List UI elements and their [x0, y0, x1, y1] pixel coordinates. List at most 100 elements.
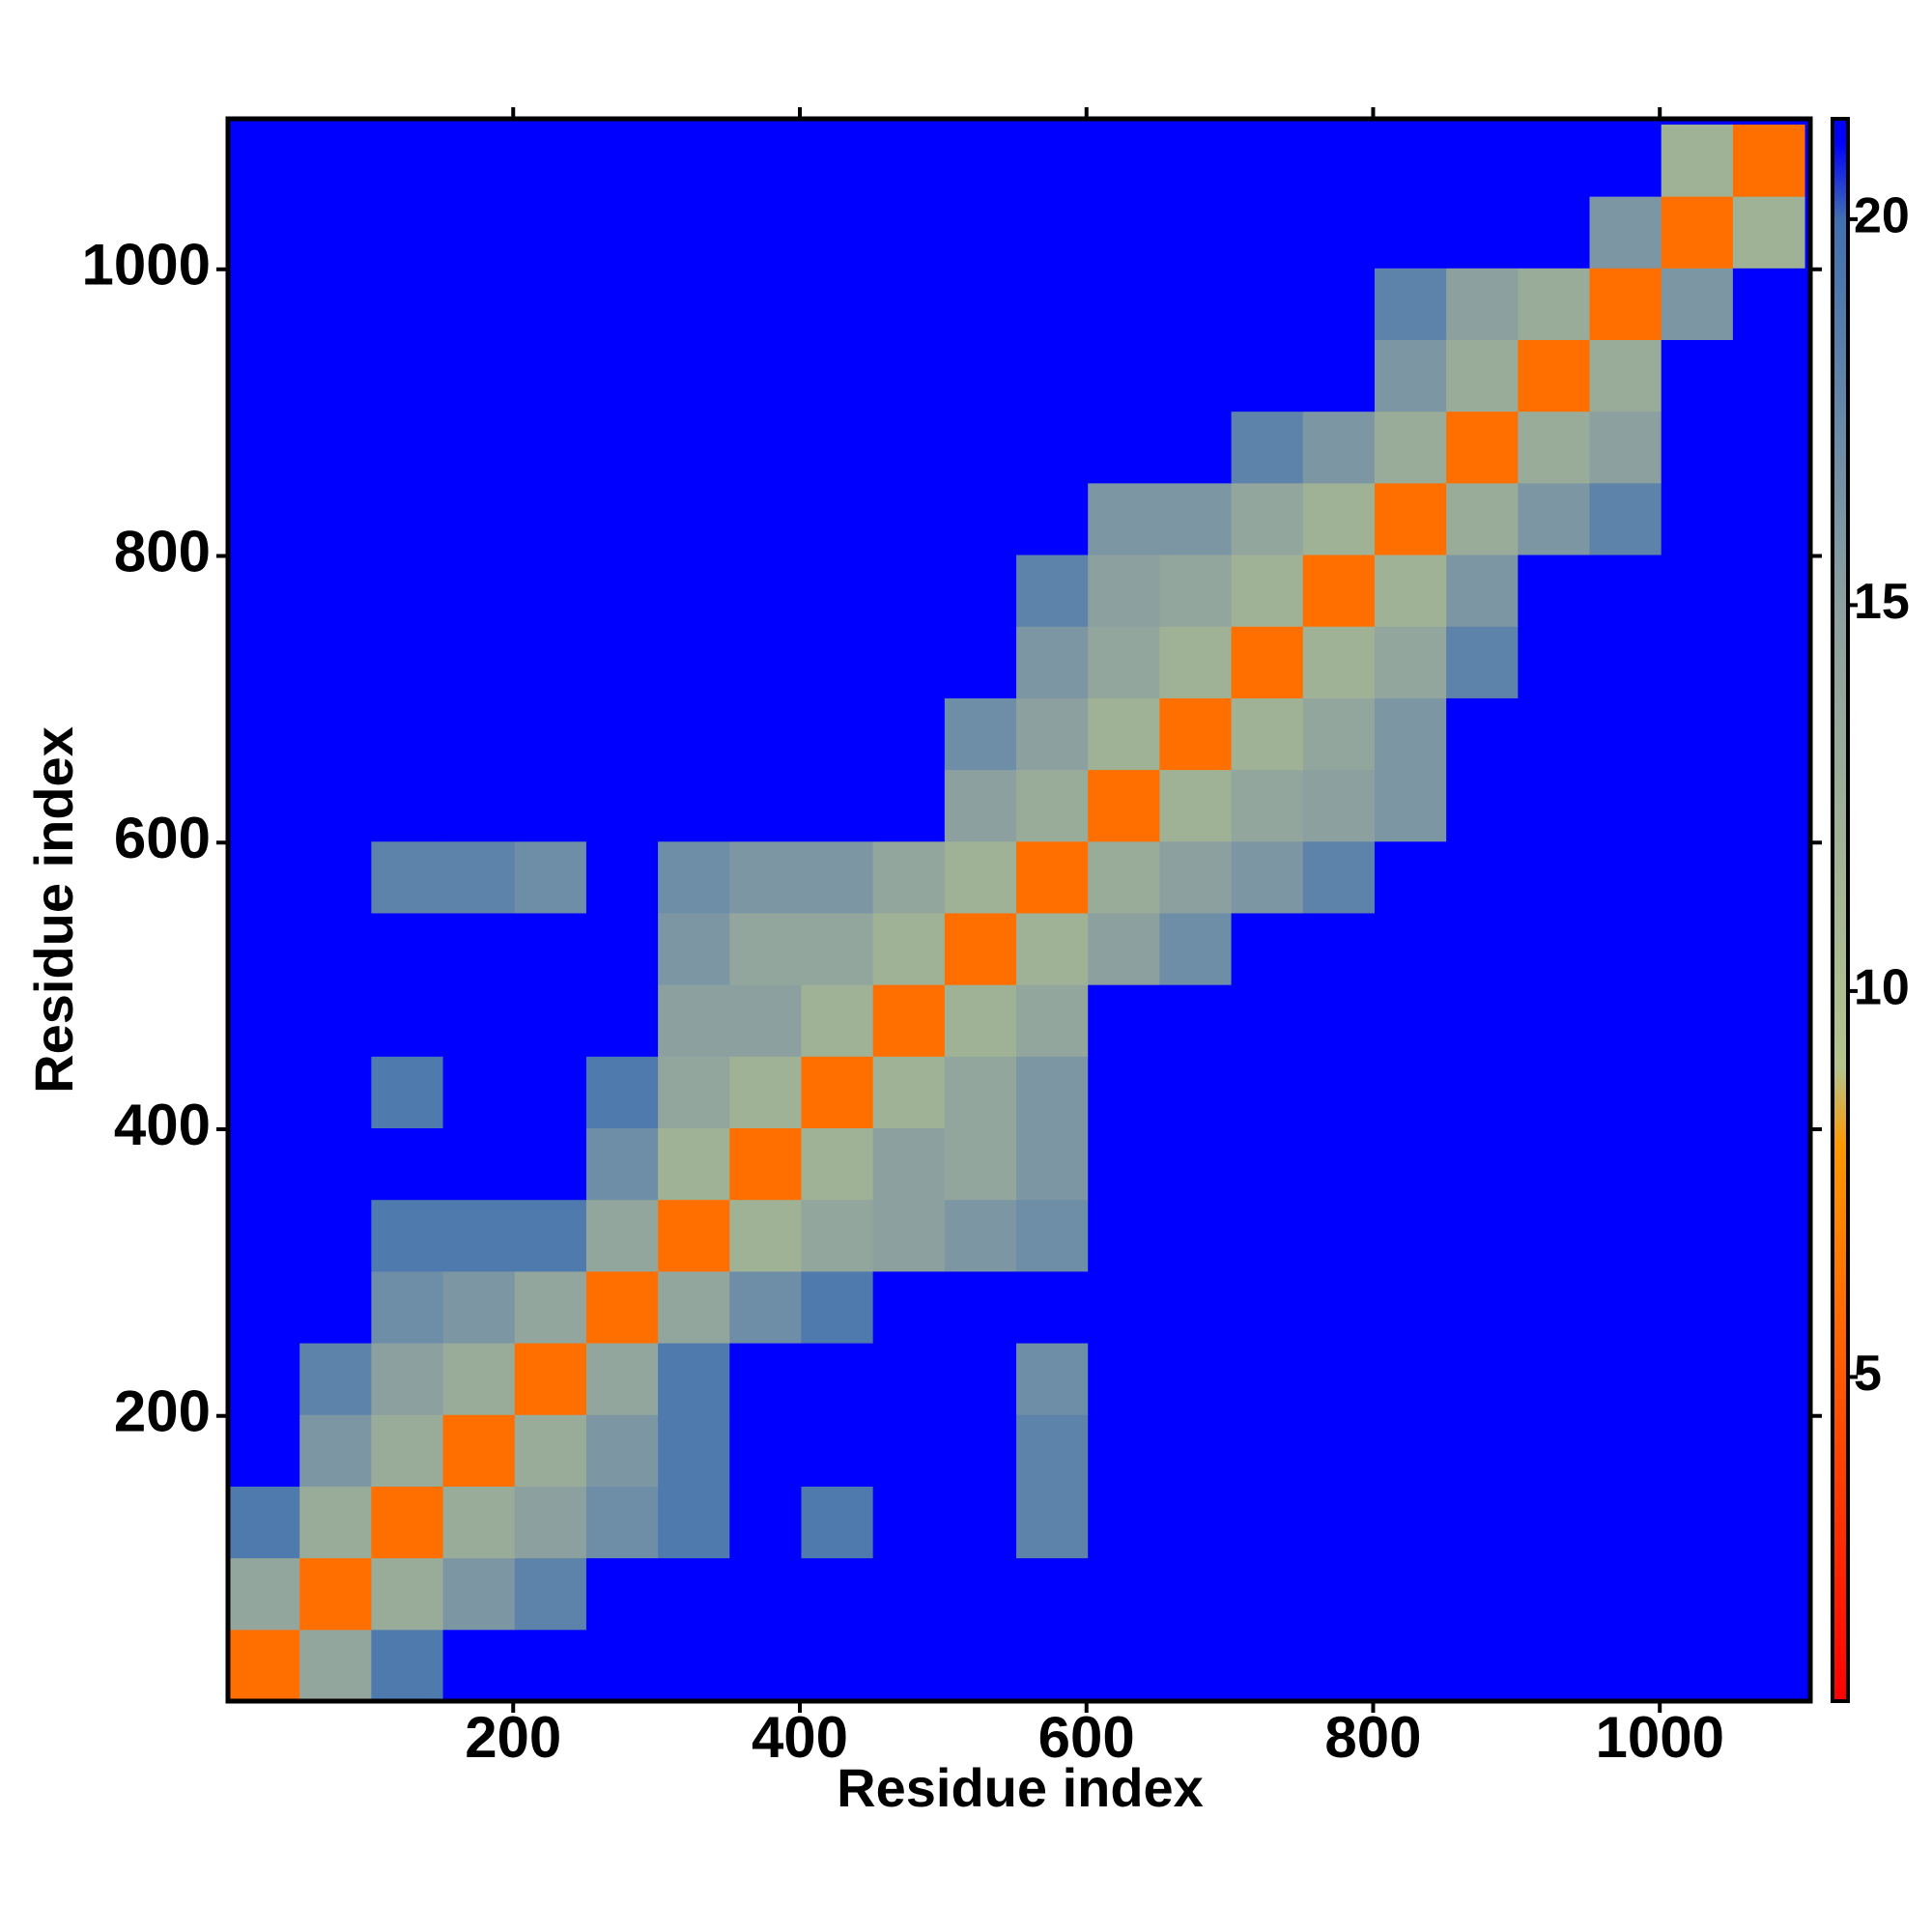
heatmap-cell — [442, 769, 516, 842]
heatmap-cell — [371, 124, 444, 197]
heatmap-cell — [371, 339, 444, 412]
heatmap-cell — [1374, 1199, 1447, 1272]
heatmap-cell — [1374, 1414, 1447, 1487]
heatmap-cell — [1302, 482, 1376, 555]
heatmap-cell — [1231, 1557, 1304, 1631]
heatmap-cell — [872, 769, 946, 842]
heatmap-cell — [1088, 482, 1160, 555]
heatmap-cell — [299, 339, 372, 412]
x-axis-title: Residue index — [837, 1757, 1204, 1818]
heatmap-cell — [1589, 1270, 1662, 1344]
heatmap-cell — [801, 626, 874, 698]
heatmap-cell — [585, 1270, 659, 1344]
heatmap-cell — [1231, 1343, 1304, 1415]
heatmap-cell — [371, 912, 444, 985]
heatmap-cell — [944, 1414, 1017, 1487]
heatmap-cell — [1016, 1629, 1089, 1702]
heatmap-cell — [729, 840, 802, 914]
heatmap-cell — [1374, 1486, 1447, 1559]
x-tick-label: 800 — [1324, 1705, 1421, 1770]
heatmap-cell — [1302, 411, 1376, 484]
heatmap-cell — [1159, 1486, 1233, 1559]
heatmap-cell — [442, 1343, 516, 1415]
heatmap-cell — [1518, 554, 1591, 627]
heatmap-cell — [1016, 840, 1089, 914]
heatmap-cell — [1088, 124, 1160, 197]
heatmap-cell — [1302, 1557, 1376, 1631]
heatmap-cell — [1589, 554, 1662, 627]
heatmap-cell — [228, 1199, 300, 1272]
heatmap-cell — [585, 840, 659, 914]
heatmap-cell — [801, 554, 874, 627]
heatmap-cell — [1088, 268, 1160, 340]
heatmap-cell — [1589, 626, 1662, 698]
heatmap-cell — [442, 554, 516, 627]
heatmap-cell — [1661, 554, 1734, 627]
heatmap-cell — [514, 1414, 587, 1487]
heatmap-cell — [228, 1629, 300, 1702]
heatmap-cell — [1661, 1127, 1734, 1201]
heatmap-cell — [1016, 1414, 1089, 1487]
heatmap-cell — [1159, 411, 1233, 484]
heatmap-cell — [228, 554, 300, 627]
heatmap-cell — [1231, 1056, 1304, 1129]
heatmap-cell — [514, 1199, 587, 1272]
heatmap-cell — [514, 984, 587, 1057]
heatmap-cell — [1088, 554, 1160, 627]
heatmap-cell — [872, 482, 946, 555]
heatmap-cell — [1088, 1343, 1160, 1415]
heatmap-cell — [1661, 1343, 1734, 1415]
heatmap-cell — [1518, 268, 1591, 340]
heatmap-cell — [944, 1629, 1017, 1702]
heatmap-cell — [442, 482, 516, 555]
heatmap-cell — [1016, 1056, 1089, 1129]
heatmap-cell — [1732, 984, 1805, 1057]
heatmap-cell — [585, 1199, 659, 1272]
heatmap-cell — [585, 268, 659, 340]
y-axis-title: Residue index — [23, 726, 84, 1094]
heatmap-cell — [729, 984, 802, 1057]
heatmap-cell — [1016, 912, 1089, 985]
heatmap-cell — [1518, 840, 1591, 914]
heatmap-cell — [658, 482, 730, 555]
heatmap-cell — [1374, 984, 1447, 1057]
heatmap-cell — [585, 1343, 659, 1415]
heatmap-cell — [585, 769, 659, 842]
colorbar-tick-label: 10 — [1854, 960, 1910, 1016]
heatmap-cell — [442, 840, 516, 914]
heatmap-cell — [299, 268, 372, 340]
heatmap-cell — [1446, 1199, 1519, 1272]
heatmap-cell — [1159, 554, 1233, 627]
heatmap-cell — [658, 1270, 730, 1344]
heatmap-cell — [1302, 1199, 1376, 1272]
heatmap-cell — [658, 840, 730, 914]
heatmap-cell — [872, 1486, 946, 1559]
heatmap-cell — [1231, 196, 1304, 269]
heatmap-cell — [228, 124, 300, 197]
heatmap-cell — [1661, 196, 1734, 269]
heatmap-cell — [228, 411, 300, 484]
heatmap-cell — [1231, 1414, 1304, 1487]
heatmap-cell — [801, 1199, 874, 1272]
heatmap-cell — [585, 1056, 659, 1129]
heatmap-cell — [228, 840, 300, 914]
heatmap-cell — [442, 1557, 516, 1631]
heatmap-cell — [228, 1557, 300, 1631]
heatmap-cell — [1088, 1557, 1160, 1631]
heatmap-cell — [801, 1629, 874, 1702]
heatmap-cell — [1732, 912, 1805, 985]
heatmap-cell — [1159, 626, 1233, 698]
heatmap-cell — [228, 984, 300, 1057]
heatmap-cell — [514, 554, 587, 627]
heatmap-cell — [1231, 769, 1304, 842]
heatmap-cell — [1302, 1414, 1376, 1487]
heatmap-cell — [228, 769, 300, 842]
y-tick-label: 800 — [114, 519, 211, 583]
heatmap-cell — [1518, 411, 1591, 484]
heatmap-cell — [371, 411, 444, 484]
heatmap-cell — [1446, 482, 1519, 555]
heatmap-cell — [1661, 1486, 1734, 1559]
heatmap-cell — [585, 124, 659, 197]
heatmap-cell — [1732, 1056, 1805, 1129]
heatmap-cell — [1518, 697, 1591, 771]
